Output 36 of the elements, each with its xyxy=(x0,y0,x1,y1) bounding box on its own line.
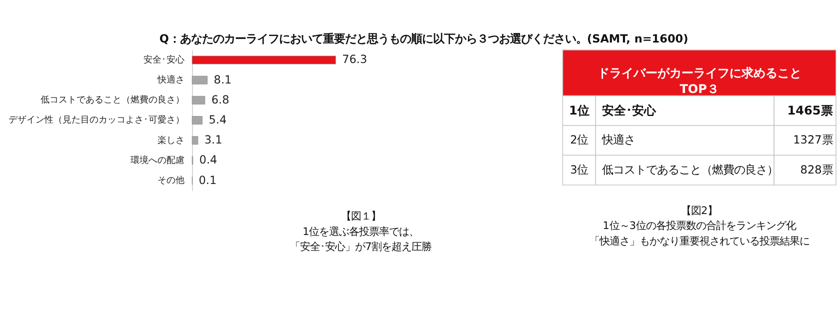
category-label: 安全･安心 xyxy=(602,104,658,118)
text: ドライバーがカーライフに求めること TOP３ xyxy=(597,66,802,96)
bar xyxy=(192,96,206,104)
category-label: 快適さ xyxy=(601,134,636,147)
bar xyxy=(192,116,202,125)
data-label: 6.8 xyxy=(211,93,230,106)
data-label: 0.4 xyxy=(199,154,218,167)
data-label: 1327票 xyxy=(793,134,833,147)
y-tick-label: 快適さ xyxy=(156,74,184,86)
data-label: 828票 xyxy=(800,163,833,176)
text: 3位 xyxy=(570,163,588,176)
text: 1位～3位の各投票数の合計をランキング化 xyxy=(602,220,796,232)
data-label: 76.3 xyxy=(342,53,368,66)
text: 【図2】 xyxy=(681,204,718,217)
data-label: 3.1 xyxy=(204,134,222,147)
y-tick-label: その他 xyxy=(157,174,184,186)
text: 【図１】 xyxy=(340,210,381,223)
y-tick-label: 低コストであること（燃費の良さ） xyxy=(40,94,184,106)
text: 1位 xyxy=(568,104,590,118)
data-label: 5.4 xyxy=(208,114,227,126)
text: Q：あなたのカーライフにおいて重要だと思うもの順に以下から３つお選びください。(SAMT, n=1600) xyxy=(159,32,688,46)
data-label: 8.1 xyxy=(214,73,232,86)
bar xyxy=(192,136,198,145)
y-tick-label: 環境への配慮 xyxy=(130,154,184,166)
y-tick-label: 安全･安心 xyxy=(143,54,184,66)
text: 2位 xyxy=(570,134,588,147)
text: 「安全･安心」が7割を超え圧勝 xyxy=(290,241,432,254)
data-label: 1465票 xyxy=(787,104,833,118)
text: 「快適さ」もかなり重要視されている投票結果に xyxy=(589,235,810,248)
bar xyxy=(192,76,208,84)
data-label: 0.1 xyxy=(198,174,217,187)
y-tick-label: 楽しさ xyxy=(157,134,184,146)
category-label: 低コストであること（燃費の良さ） xyxy=(602,163,778,176)
text: 1位を選ぶ各投票率では、 xyxy=(302,226,420,238)
y-tick-label: デザイン性（見た目のカッコよさ･可愛さ） xyxy=(8,114,184,126)
bar xyxy=(192,56,336,64)
